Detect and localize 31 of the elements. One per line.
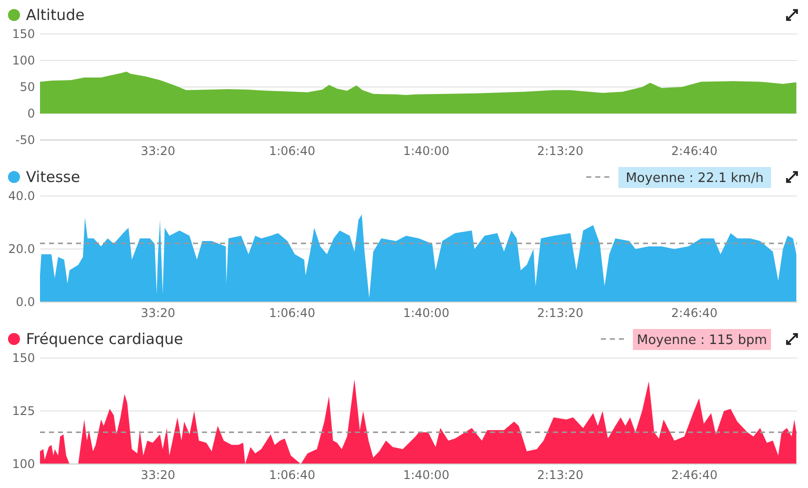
y-tick-label: 0.0 (16, 295, 35, 309)
y-tick-label: 100 (12, 54, 35, 68)
x-tick-label: 2:13:20 (537, 144, 584, 158)
chart-title: Vitesse (26, 168, 80, 186)
x-tick-label: 1:40:00 (403, 306, 450, 320)
legend-label: Moyenne : 115 bpm (636, 333, 768, 348)
legend-label: Moyenne : 22.1 km/h (626, 171, 764, 186)
x-tick-label: 33:20 (140, 306, 176, 320)
y-tick-label: 50 (20, 80, 35, 94)
x-tick-label: 2:46:40 (671, 144, 718, 158)
x-tick-label: 2:13:20 (537, 306, 584, 320)
x-tick-label: 1:06:40 (268, 468, 316, 482)
chart-title: Fréquence cardiaque (26, 330, 184, 348)
x-tick-label: 1:40:00 (403, 468, 450, 482)
y-tick-label: 0 (27, 106, 35, 120)
chart-title: Altitude (26, 6, 85, 24)
x-tick-label: 2:46:40 (671, 468, 718, 482)
y-tick-label: 125 (12, 404, 35, 418)
y-tick-label: 150 (12, 351, 35, 365)
x-tick-label: 1:40:00 (403, 144, 450, 158)
x-tick-label: 2:46:40 (671, 306, 718, 320)
x-tick-label: 1:06:40 (268, 144, 316, 158)
x-tick-label: 1:06:40 (268, 306, 316, 320)
y-tick-label: -50 (15, 133, 35, 147)
y-tick-label: 40.0 (8, 189, 35, 203)
x-tick-label: 33:20 (140, 468, 176, 482)
x-tick-label: 33:20 (140, 144, 176, 158)
y-tick-label: 20.0 (8, 242, 35, 256)
x-tick-label: 2:13:20 (537, 468, 584, 482)
y-tick-label: 100 (12, 457, 35, 471)
y-tick-label: 150 (12, 27, 35, 41)
